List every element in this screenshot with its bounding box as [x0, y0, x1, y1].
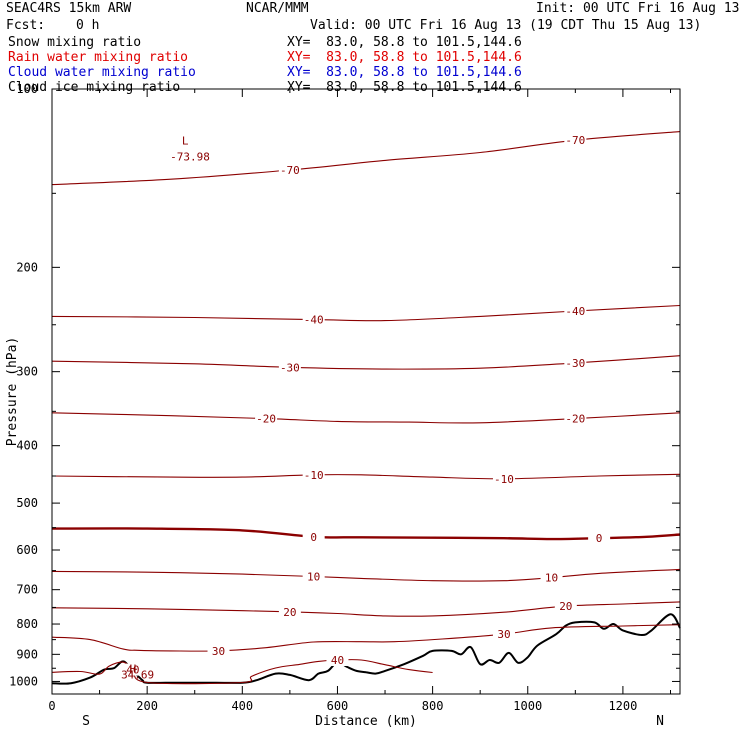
contour-label-bg [255, 412, 278, 425]
contour-label-bg [564, 412, 587, 425]
contour-label: 20 [559, 600, 572, 613]
contour-label-bg [564, 356, 587, 369]
contour-label: -20 [565, 413, 585, 426]
contour-label-bg [564, 134, 587, 147]
y-tick-label: 200 [16, 260, 38, 274]
model-title: SEAC4RS 15km ARW [6, 1, 132, 16]
y-axis-title: Pressure (hPa) [5, 337, 20, 447]
contour-label: 40 [126, 664, 139, 677]
field-name-rain: Rain water mixing ratio [8, 50, 189, 65]
y-tick-label: 400 [16, 439, 38, 453]
y-tick-label: 300 [16, 365, 38, 379]
init-time: Init: 00 UTC Fri 16 Aug 13 [536, 1, 740, 16]
contour-label: -20 [256, 413, 276, 426]
forecast-hour: 0 h [76, 18, 100, 33]
contour-0 [51, 527, 681, 541]
contour-label: 30 [497, 628, 510, 641]
contour-label: 0 [310, 531, 317, 544]
contour-label-bg [302, 570, 325, 583]
contour-label: -10 [494, 473, 514, 486]
contour-label-bg [121, 663, 144, 676]
south-label: S [82, 714, 90, 729]
field-xy-cloud-water: XY= 83.0, 58.8 to 101.5,144.6 [287, 65, 522, 80]
x-tick-label: 0 [48, 699, 55, 713]
field-xy-cloud-ice: XY= 83.0, 58.8 to 101.5,144.6 [287, 80, 522, 95]
extremum-annotation: L [182, 134, 189, 147]
y-tick-label: 900 [16, 647, 38, 661]
contour-label: -10 [304, 469, 324, 482]
contour-m10 [51, 473, 681, 480]
extremum-annotation: -73.98 [170, 150, 210, 163]
y-tick-label: 1000 [9, 674, 38, 688]
contour-label-bg [326, 653, 349, 666]
contour-label-bg [302, 468, 325, 481]
contour-label: 0 [596, 532, 603, 545]
x-axis-title: Distance (km) [315, 714, 417, 729]
x-tick-label: 600 [327, 699, 349, 713]
contour-label: -30 [280, 361, 300, 374]
field-xy-snow: XY= 83.0, 58.8 to 101.5,144.6 [287, 35, 522, 50]
x-tick-label: 200 [136, 699, 158, 713]
y-tick-label: 800 [16, 617, 38, 631]
valid-time: Valid: 00 UTC Fri 16 Aug 13 (19 CDT Thu … [310, 18, 702, 33]
contour-label-bg [492, 628, 515, 641]
contour-labels: -70 -70 -40 -40 -30 -30 -20 -20 -10 -10 0 0 10 10 20 20… [121, 134, 611, 681]
contour-label: 10 [545, 572, 558, 585]
contour-10 [51, 568, 681, 582]
north-label: N [656, 714, 664, 729]
extremum-annotation: H [130, 662, 137, 675]
contour-label: 30 [212, 645, 225, 658]
contour-label: 10 [307, 570, 320, 583]
y-tick-label: 100 [16, 82, 38, 96]
contour-label-bg [588, 532, 611, 545]
temperature-contours [51, 131, 681, 685]
contour-30 [51, 624, 681, 652]
contour-label-bg [554, 600, 577, 613]
forecast-label: Fcst: [6, 18, 46, 33]
y-tick-label: 600 [16, 543, 38, 557]
x-tick-label: 1200 [608, 699, 637, 713]
plot-frame [51, 88, 681, 695]
contour-40 [51, 659, 433, 685]
y-tick-label: 500 [16, 496, 38, 510]
y-tick-label: 700 [16, 583, 38, 597]
contour-label-bg [540, 571, 563, 584]
contour-label: -40 [304, 314, 324, 327]
contour-label-bg [278, 361, 301, 374]
contour-20 [51, 601, 681, 617]
contour-label: -70 [565, 134, 585, 147]
extremum-annotation: 34.69 [121, 668, 154, 681]
field-name-cloud-water: Cloud water mixing ratio [8, 65, 196, 80]
contour-label: -70 [280, 164, 300, 177]
contour-label-bg [302, 313, 325, 326]
contour-label: -30 [565, 357, 585, 370]
field-xy-rain: XY= 83.0, 58.8 to 101.5,144.6 [287, 50, 522, 65]
contour-label-bg [564, 305, 587, 318]
field-name-snow: Snow mixing ratio [8, 35, 142, 50]
center-name: NCAR/MMM [246, 1, 309, 16]
contour-label: 20 [283, 606, 296, 619]
x-tick-label: 800 [422, 699, 444, 713]
contour-label-bg [207, 644, 230, 657]
contour-label-bg [278, 163, 301, 176]
contour-label-bg [278, 605, 301, 618]
contour-label: -40 [565, 305, 585, 318]
field-name-cloud-ice: Cloud ice mixing ratio [8, 80, 181, 95]
x-tick-label: 400 [231, 699, 253, 713]
contour-label: 40 [331, 654, 344, 667]
contour-label-bg [492, 472, 515, 485]
x-tick-label: 1000 [513, 699, 542, 713]
contour-label-bg [302, 530, 325, 543]
